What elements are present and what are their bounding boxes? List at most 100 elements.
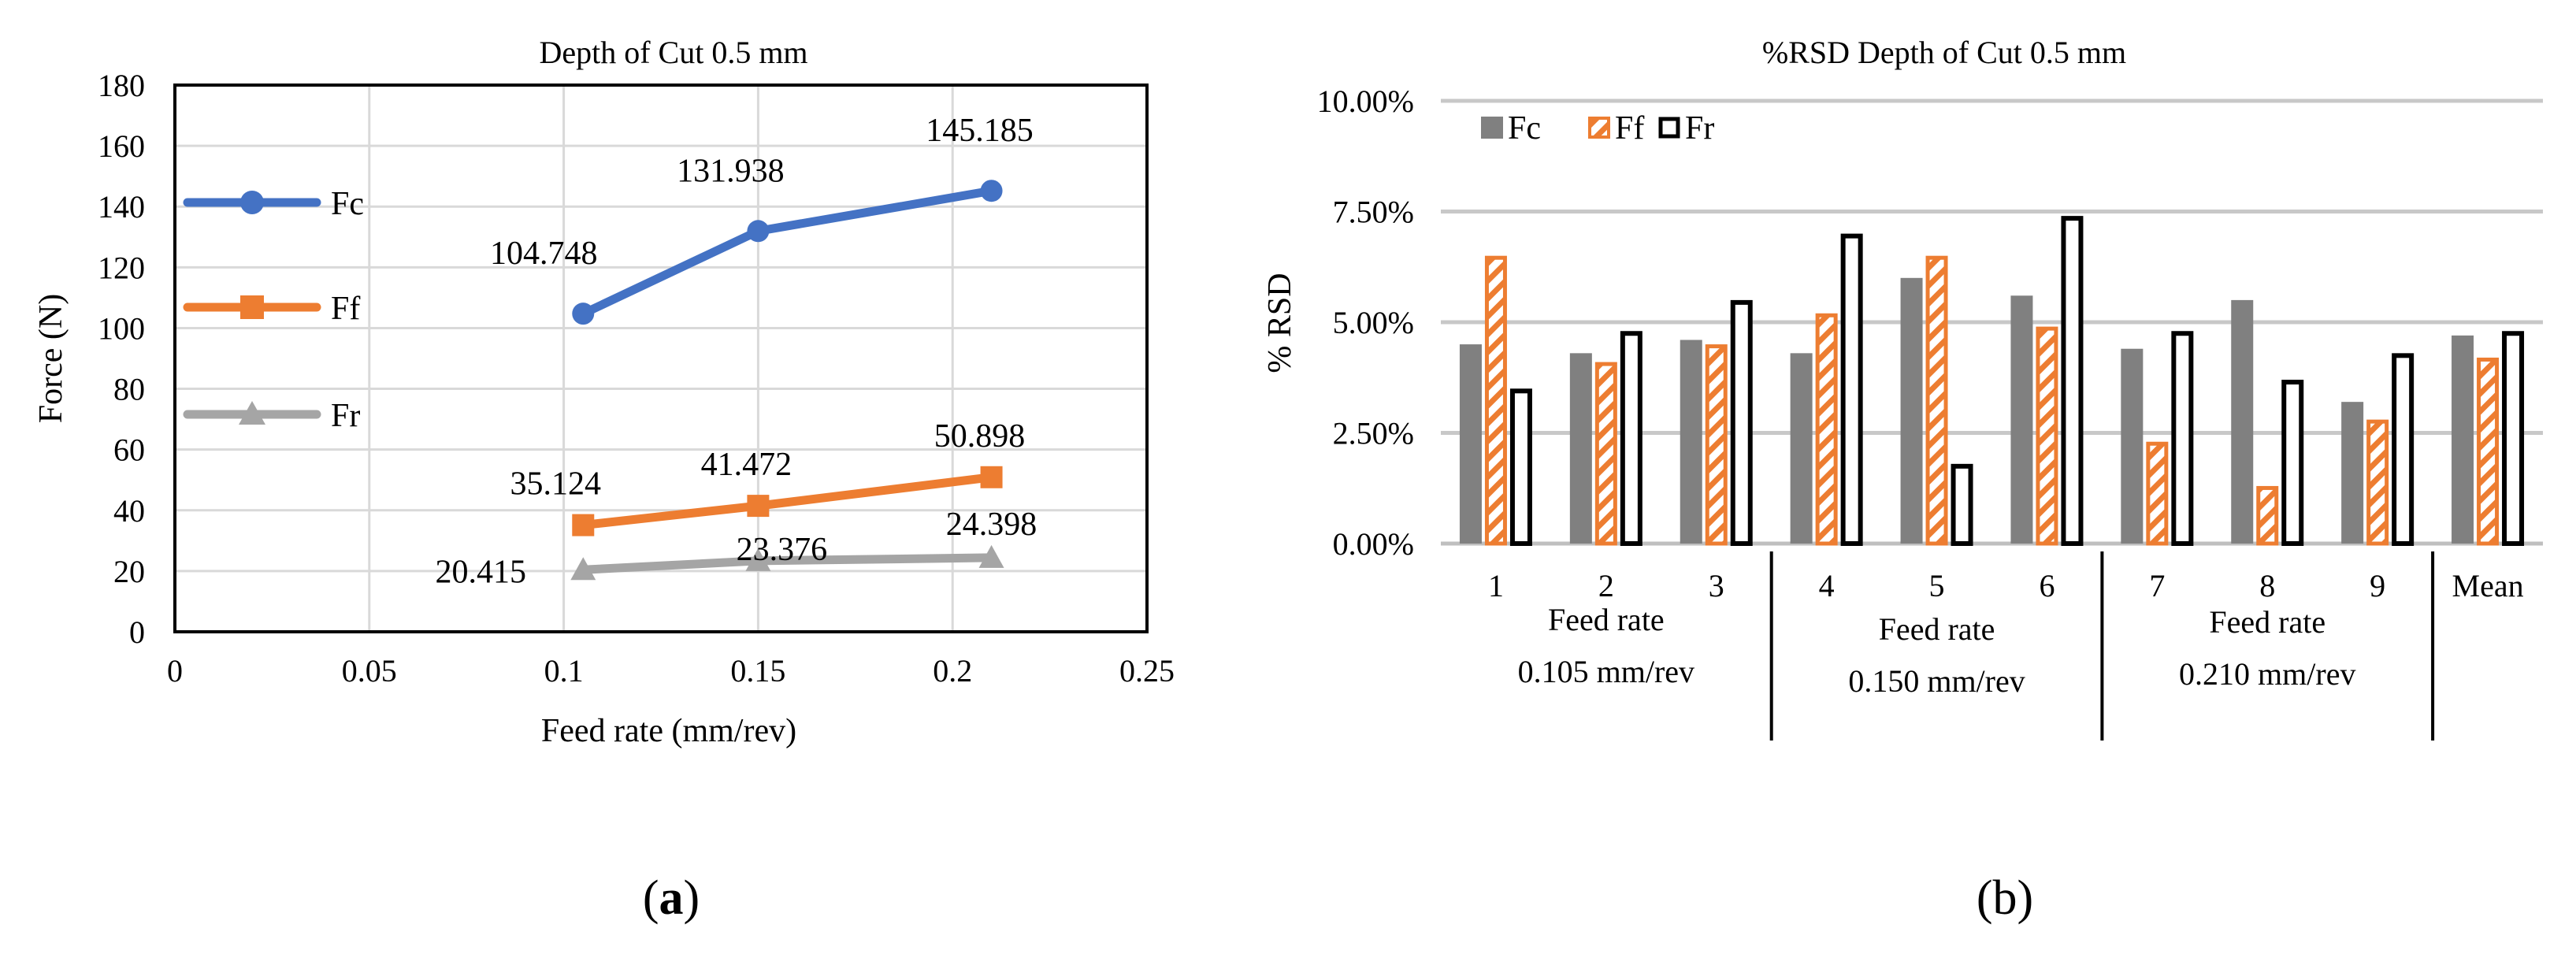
y-tick-label: 20	[113, 554, 145, 589]
y-tick-label: 180	[98, 68, 145, 103]
bar-ff	[1594, 362, 1617, 546]
group-label-line2: 0.210 mm/rev	[2179, 656, 2355, 692]
data-label-fc: 104.748	[490, 236, 598, 272]
bar-fc	[2121, 348, 2144, 544]
chart-b-title: %RSD Depth of Cut 0.5 mm	[1762, 35, 2126, 70]
bar-fr	[1730, 299, 1753, 546]
legend-label-fr: Fr	[1685, 110, 1714, 147]
group-label-line2: 0.150 mm/rev	[1848, 663, 2025, 699]
legend-marker-fc	[240, 191, 264, 214]
data-label-fc: 131.938	[677, 153, 785, 189]
legend-swatch-fc	[1481, 117, 1503, 139]
legend-swatch-ff	[1588, 117, 1610, 139]
bar-fc	[1569, 353, 1592, 544]
marker-fr	[570, 557, 596, 581]
x-tick-label: 0.05	[342, 653, 397, 689]
rsd-bar-chart: %RSD Depth of Cut 0.5 mm 0.00% 2.50% 5.00% 7…	[1262, 35, 2543, 741]
group-label-line1: Feed rate	[1548, 602, 1665, 637]
category-label: 7	[2149, 568, 2165, 603]
bar-ff	[1925, 255, 1948, 546]
bar-fc	[2010, 295, 2033, 544]
data-label-ff: 50.898	[934, 418, 1026, 455]
y-tick-label: 120	[98, 250, 145, 285]
category-label: 4	[1819, 568, 1835, 603]
x-axis-label: Feed rate (mm/rev)	[541, 713, 796, 749]
marker-fr	[978, 544, 1004, 568]
bar-ff	[1815, 313, 1838, 546]
legend-swatch-fr	[1658, 117, 1680, 139]
data-label-fc: 145.185	[926, 113, 1034, 149]
y-tick-label: 7.50%	[1333, 195, 1414, 230]
legend-label-ff: Ff	[1615, 110, 1644, 147]
bar-ff	[2477, 357, 2500, 546]
marker-ff	[572, 514, 595, 536]
bar-fr	[2171, 331, 2194, 546]
y-tick-label: 160	[98, 128, 145, 164]
y-tick-label: 140	[98, 189, 145, 225]
bar-ff	[1705, 344, 1728, 546]
bar-fc	[2341, 402, 2364, 544]
group-label-line2: 0.105 mm/rev	[1518, 654, 1694, 689]
bar-fc	[2231, 299, 2254, 544]
y-tick-label: 10.00%	[1317, 84, 1414, 119]
y-axis-label: Force (N)	[33, 294, 69, 423]
y-axis-label: % RSD	[1262, 273, 1298, 373]
marker-fc	[572, 303, 595, 325]
legend-label-fc: Fc	[331, 186, 364, 222]
y-tick-label: 0.00%	[1333, 526, 1414, 562]
marker-ff	[747, 495, 770, 518]
x-tick-label: 0	[167, 653, 183, 689]
caption-a: (a)	[643, 871, 700, 925]
bar-fr	[1951, 463, 1973, 547]
legend-marker-ff	[240, 295, 264, 319]
bar-ff	[2146, 441, 2169, 546]
category-label: 8	[2259, 568, 2275, 603]
bar-fc	[2452, 335, 2474, 544]
data-label-fr: 20.415	[436, 554, 527, 590]
y-tick-label: 80	[113, 372, 145, 407]
category-label: 1	[1488, 568, 1504, 603]
x-tick-label: 0.2	[933, 653, 972, 689]
data-label-fr: 23.376	[737, 532, 828, 568]
chart-a-title: Depth of Cut 0.5 mm	[539, 35, 807, 70]
x-tick-label: 0.25	[1119, 653, 1175, 689]
marker-fr	[745, 548, 771, 571]
legend-label-fc: Fc	[1508, 110, 1541, 147]
force-line-chart: Depth of Cut 0.5 mm 0 20 40 60 80 100 120 140 160…	[33, 35, 1175, 749]
bar-fr	[2502, 331, 2525, 546]
y-tick-label: 100	[98, 310, 145, 346]
caption-b: (b)	[1977, 871, 2033, 925]
bar-fr	[2061, 216, 2084, 546]
marker-ff	[980, 466, 1003, 488]
x-tick-label: 0.15	[730, 653, 785, 689]
y-tick-label: 40	[113, 493, 145, 529]
marker-fc	[980, 180, 1003, 202]
bar-fr	[1509, 388, 1532, 546]
y-tick-label: 5.00%	[1333, 305, 1414, 340]
legend-label-ff: Ff	[331, 291, 360, 327]
group-label-line1: Feed rate	[2209, 604, 2325, 640]
y-tick-label: 2.50%	[1333, 416, 1414, 451]
category-label: 3	[1709, 568, 1724, 603]
bar-ff	[2036, 326, 2058, 546]
series-line-fc	[578, 186, 997, 318]
data-label-ff: 35.124	[510, 466, 602, 503]
bar-fc	[1459, 344, 1482, 544]
group-label-line1: Feed rate	[1879, 611, 1995, 647]
bar-fr	[2392, 353, 2415, 546]
marker-fc	[747, 220, 770, 243]
bar-ff	[1484, 255, 1507, 546]
series-line-ff	[578, 473, 997, 530]
category-label: 2	[1598, 568, 1614, 603]
bar-fc	[1790, 353, 1813, 544]
category-label: 5	[1929, 568, 1945, 603]
bar-fr	[1620, 331, 1642, 546]
bar-ff	[2256, 485, 2279, 546]
bar-fr	[2281, 380, 2304, 546]
bar-fr	[1840, 233, 1863, 546]
data-label-fr: 24.398	[946, 507, 1037, 543]
y-tick-label: 0	[129, 614, 145, 650]
bar-fc	[1900, 277, 1923, 544]
y-tick-label: 60	[113, 432, 145, 468]
